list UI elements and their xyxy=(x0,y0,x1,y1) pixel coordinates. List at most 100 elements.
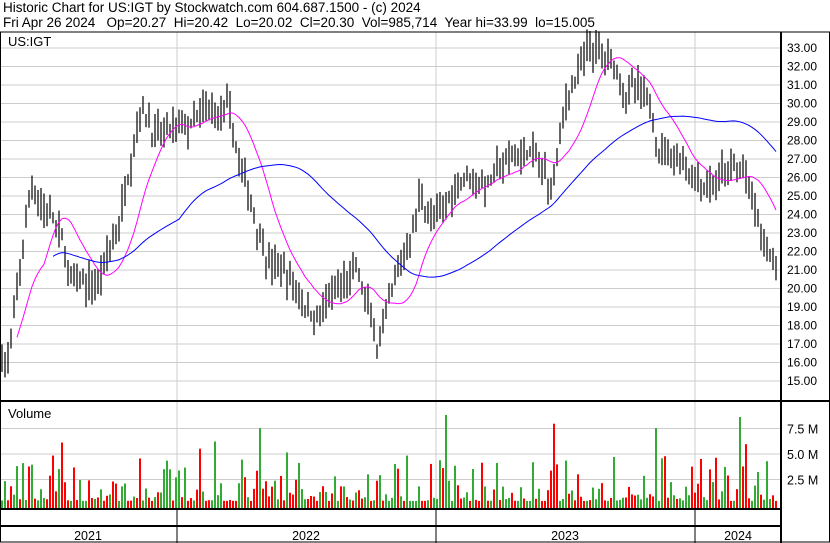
volume-bar xyxy=(607,500,609,508)
volume-bar xyxy=(286,452,288,508)
volume-bar xyxy=(490,500,492,508)
volume-bar xyxy=(256,470,258,508)
volume-bar xyxy=(652,496,654,508)
volume-bar xyxy=(661,458,663,508)
volume-bar xyxy=(355,492,357,508)
price-tick-label: 16.00 xyxy=(787,356,817,370)
volume-bar xyxy=(640,499,642,508)
volume-bar xyxy=(391,497,393,508)
volume-bar xyxy=(160,492,162,508)
volume-bar xyxy=(670,482,672,508)
volume-bar xyxy=(703,497,705,508)
volume-bar xyxy=(403,500,405,508)
volume-bar xyxy=(529,500,531,508)
volume-bar xyxy=(133,496,135,508)
year-label: 2023 xyxy=(551,529,579,543)
volume-bar xyxy=(364,497,366,508)
volume-bar xyxy=(52,455,54,508)
volume-bar xyxy=(532,462,534,508)
volume-bar xyxy=(316,500,318,508)
volume-bar xyxy=(415,500,417,508)
volume-bar xyxy=(268,496,270,508)
volume-bar xyxy=(382,500,384,508)
volume-bar xyxy=(175,477,177,508)
volume-bar xyxy=(313,496,315,508)
volume-bar xyxy=(433,497,435,508)
volume-bar xyxy=(367,474,369,508)
volume-bar xyxy=(745,444,747,508)
volume-bar xyxy=(127,500,129,508)
volume-bar xyxy=(172,500,174,508)
price-tick-label: 20.00 xyxy=(787,282,817,296)
volume-bar xyxy=(238,483,240,508)
volume-bar xyxy=(190,498,192,508)
volume-bar xyxy=(481,462,483,508)
volume-bar xyxy=(211,500,213,508)
volume-bar xyxy=(475,499,477,508)
volume-bar xyxy=(253,488,255,508)
price-tick-label: 29.00 xyxy=(787,115,817,129)
volume-bar xyxy=(193,500,195,508)
volume-bar xyxy=(262,488,264,508)
volume-bar xyxy=(466,492,468,508)
volume-bar xyxy=(508,497,510,508)
volume-bar xyxy=(58,469,60,508)
volume-bar xyxy=(301,489,303,508)
volume-bar xyxy=(538,488,540,508)
volume-bar xyxy=(649,494,651,508)
volume-bar xyxy=(277,499,279,508)
volume-bar xyxy=(655,428,657,508)
volume-bar xyxy=(292,494,294,508)
year-label: 2024 xyxy=(724,529,752,543)
volume-bar xyxy=(754,485,756,508)
price-tick-label: 33.00 xyxy=(787,41,817,55)
volume-bar xyxy=(718,499,720,508)
volume-bar xyxy=(121,486,123,508)
volume-label: Volume xyxy=(8,406,51,421)
volume-bar xyxy=(751,500,753,508)
price-tick-label: 32.00 xyxy=(787,60,817,74)
volume-bar xyxy=(622,497,624,508)
price-tick-label: 15.00 xyxy=(787,374,817,388)
volume-bar xyxy=(343,486,345,508)
volume-bar xyxy=(562,498,564,508)
volume-bar xyxy=(544,500,546,508)
volume-bar xyxy=(394,463,396,508)
volume-bar xyxy=(205,500,207,508)
volume-bar xyxy=(682,500,684,508)
volume-bar xyxy=(526,500,528,508)
volume-bar xyxy=(307,498,309,508)
volume-bar xyxy=(322,486,324,508)
volume-bar xyxy=(349,499,351,508)
volume-bar xyxy=(385,494,387,508)
volume-bar xyxy=(469,500,471,508)
volume-bar xyxy=(397,468,399,508)
volume-bar xyxy=(436,498,438,508)
volume-bar xyxy=(67,500,69,508)
volume-bar xyxy=(709,469,711,508)
volume-bar xyxy=(472,469,474,508)
volume-bar xyxy=(517,500,519,508)
volume-tick-label: 2.5 M xyxy=(787,474,818,488)
volume-bar xyxy=(70,500,72,508)
price-tick-label: 23.00 xyxy=(787,226,817,240)
volume-bar xyxy=(484,486,486,508)
volume-bar xyxy=(217,495,219,508)
volume-bar xyxy=(346,497,348,508)
volume-bar xyxy=(151,500,153,508)
symbol-label: US:IGT xyxy=(8,34,51,49)
volume-bar xyxy=(370,500,372,508)
volume-bar xyxy=(424,500,426,508)
volume-bar xyxy=(769,498,771,508)
volume-bar xyxy=(748,498,750,508)
volume-bar xyxy=(319,492,321,508)
volume-bar xyxy=(112,481,114,508)
year-label: 2021 xyxy=(74,529,102,543)
volume-bar xyxy=(628,486,630,508)
volume-bar xyxy=(727,475,729,508)
volume-bar xyxy=(373,500,375,508)
volume-bar xyxy=(136,498,138,508)
price-tick-label: 17.00 xyxy=(787,337,817,351)
volume-bar xyxy=(340,486,342,508)
volume-bar xyxy=(400,496,402,508)
